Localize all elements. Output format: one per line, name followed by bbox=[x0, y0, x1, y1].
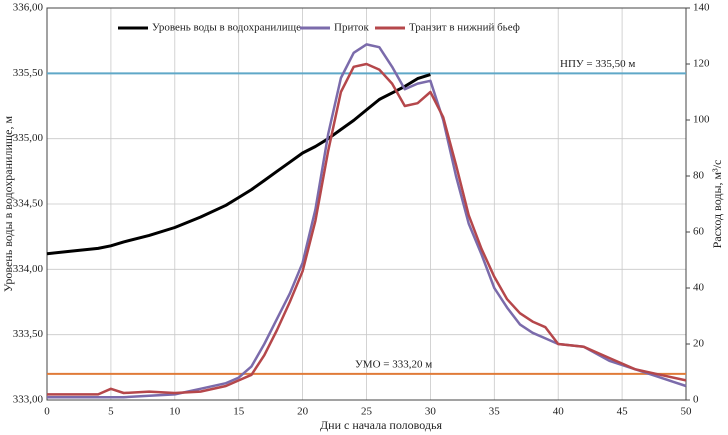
y2-axis-label: Расход воды, м³/с bbox=[710, 160, 724, 249]
series-line bbox=[46, 73, 431, 256]
y2-tick-label: 0 bbox=[693, 394, 699, 406]
x-tick-label: 10 bbox=[169, 406, 181, 418]
x-tick-label: 40 bbox=[553, 406, 565, 418]
reference-label: НПУ = 335,50 м bbox=[560, 58, 635, 70]
x-tick-label: 0 bbox=[44, 406, 50, 418]
y2-tick-label: 140 bbox=[693, 2, 710, 14]
y-tick-label: 333,00 bbox=[13, 394, 44, 406]
y2-tick-label: 20 bbox=[693, 338, 705, 350]
x-tick-label: 50 bbox=[681, 406, 693, 418]
y-tick-label: 335,50 bbox=[13, 67, 44, 79]
legend-label: Уровень воды в водохранилище bbox=[152, 22, 301, 34]
y-tick-label: 336,00 bbox=[13, 2, 44, 14]
y2-tick-label: 120 bbox=[693, 58, 710, 70]
x-axis-label: Дни с начала половодья bbox=[320, 418, 442, 432]
y-tick-label: 335,00 bbox=[13, 132, 44, 144]
y-tick-label: 334,00 bbox=[13, 263, 44, 275]
x-tick-label: 20 bbox=[297, 406, 309, 418]
y2-tick-label: 60 bbox=[693, 226, 705, 238]
x-tick-label: 15 bbox=[233, 406, 245, 418]
x-tick-label: 35 bbox=[489, 406, 501, 418]
y-tick-label: 333,50 bbox=[13, 328, 44, 340]
y-axis-label: Уровень воды в водохранилище, м bbox=[1, 116, 15, 293]
x-tick-label: 25 bbox=[361, 406, 373, 418]
x-tick-label: 45 bbox=[617, 406, 629, 418]
legend-label: Приток bbox=[334, 22, 369, 34]
reference-label: УМО = 333,20 м bbox=[355, 358, 432, 370]
series-line bbox=[47, 62, 687, 396]
legend-label: Транзит в нижний бьеф bbox=[409, 22, 520, 34]
y-tick-label: 334,50 bbox=[13, 198, 44, 210]
y2-tick-label: 80 bbox=[693, 170, 705, 182]
plot-frame bbox=[46, 7, 687, 401]
x-tick-label: 30 bbox=[425, 406, 437, 418]
x-tick-label: 5 bbox=[108, 406, 114, 418]
y2-tick-label: 100 bbox=[693, 114, 710, 126]
y2-tick-label: 40 bbox=[693, 282, 705, 294]
